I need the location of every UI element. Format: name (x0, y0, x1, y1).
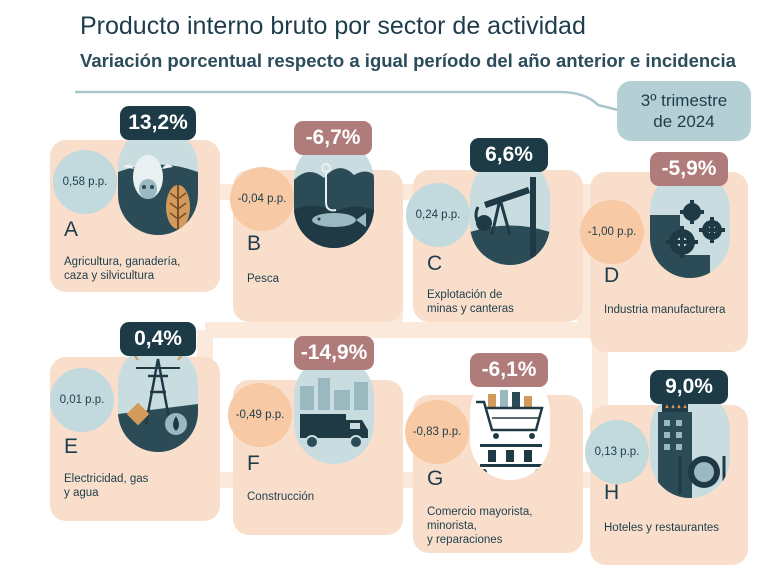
gears-icon (650, 170, 730, 278)
sector-name: Hoteles y restaurantes (604, 522, 720, 534)
sector-letter: D (604, 264, 620, 287)
shopping-cart-icon (470, 372, 550, 480)
incidence-circle: 0,13 p.p. (585, 420, 649, 484)
variation-badge: -14,9% (294, 336, 374, 370)
oil-pump-icon (470, 157, 550, 265)
sector-letter: A (64, 218, 79, 241)
truck-icon (294, 356, 374, 464)
incidence-circle: -0,83 p.p. (405, 400, 469, 464)
page-title: Producto interno bruto por sector de act… (80, 12, 586, 40)
variation-badge: 6,6% (470, 138, 548, 172)
sector-name: Agricultura, ganadería, caza y silvicult… (64, 256, 181, 282)
cow-wheat-icon (118, 127, 198, 235)
variation-badge: 0,4% (120, 322, 196, 356)
variation-badge: -6,7% (294, 121, 372, 155)
sector-letter: F (247, 452, 260, 475)
sector-name: Explotación de minas y canteras (427, 289, 514, 315)
period-line-1: 3º trimestre (640, 91, 728, 110)
sector-name: Electricidad, gas y agua (64, 473, 149, 499)
sector-letter: G (427, 467, 444, 490)
period-label: 3º trimestre de 2024 (617, 81, 751, 141)
sector-letter: H (604, 481, 620, 504)
variation-badge: 9,0% (650, 370, 728, 404)
sector-name: Construcción (247, 491, 315, 503)
page-subtitle: Variación porcentual respecto a igual pe… (80, 50, 736, 71)
variation-badge: -6,1% (470, 353, 548, 387)
sector-name: Pesca (247, 273, 279, 285)
incidence-circle: -0,49 p.p. (228, 383, 292, 447)
incidence-circle: 0,01 p.p. (50, 368, 114, 432)
sector-letter: B (247, 232, 262, 255)
incidence-circle: -1,00 p.p. (580, 200, 644, 264)
incidence-circle: 0,58 p.p. (53, 150, 117, 214)
power-tower-icon (118, 344, 198, 452)
variation-badge: -5,9% (650, 152, 728, 186)
sector-letter: E (64, 435, 79, 458)
fish-hook-icon (294, 140, 374, 248)
sector-letter: C (427, 252, 443, 275)
sector-name: Industria manufacturera (604, 304, 726, 316)
hotel-dish-icon (650, 390, 730, 498)
incidence-circle: -0,04 p.p. (230, 167, 294, 231)
incidence-circle: 0,24 p.p. (406, 183, 470, 247)
variation-badge: 13,2% (120, 106, 196, 140)
sector-name: Comercio mayorista, minorista, y reparac… (427, 506, 533, 546)
period-line-2: de 2024 (653, 112, 715, 131)
